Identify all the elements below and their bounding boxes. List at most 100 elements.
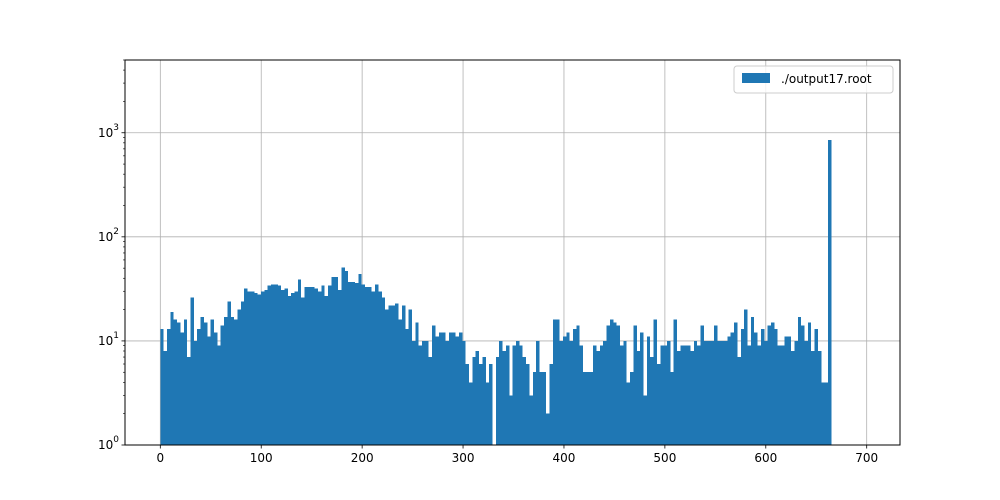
histogram-bar: [274, 284, 278, 445]
histogram-bar: [700, 325, 704, 445]
histogram-bar: [247, 291, 251, 445]
histogram-bar: [509, 395, 513, 445]
histogram-bar: [354, 283, 359, 445]
histogram-bar: [764, 340, 768, 445]
histogram-bar: [546, 413, 550, 445]
histogram-bar: [428, 357, 433, 445]
histogram-bar: [334, 277, 339, 445]
x-tick-label: 0: [156, 451, 164, 465]
histogram-bar: [576, 325, 580, 445]
histogram-bar: [804, 340, 808, 445]
legend-label: ./output17.root: [781, 72, 872, 86]
histogram-bar: [499, 340, 503, 445]
histogram-bar: [475, 351, 480, 445]
histogram-bar: [318, 291, 322, 445]
histogram-bar: [224, 316, 228, 445]
histogram-bar: [740, 329, 745, 445]
histogram-bar: [797, 316, 802, 445]
histogram-bar: [603, 340, 607, 445]
histogram-bar: [479, 364, 483, 445]
histogram-bar: [619, 345, 624, 445]
histogram-bar: [640, 332, 644, 445]
histogram-bar: [375, 284, 379, 445]
histogram-bar: [750, 316, 755, 445]
histogram-bar: [801, 325, 805, 445]
histogram-bar: [616, 325, 620, 445]
histogram-bar: [593, 345, 597, 445]
histogram-bar: [774, 329, 778, 445]
histogram-bar: [666, 340, 671, 445]
histogram-bar: [710, 340, 714, 445]
histogram-bar: [559, 340, 563, 445]
histogram-bar: [405, 329, 409, 445]
histogram-bar: [321, 285, 325, 445]
histogram-bar: [277, 285, 282, 445]
histogram-bar: [609, 319, 614, 445]
histogram-bar: [328, 285, 332, 445]
histogram-bar: [656, 364, 661, 445]
histogram-bar: [636, 351, 641, 445]
histogram-bar: [358, 273, 362, 445]
histogram-bar: [458, 332, 463, 445]
histogram-bar: [677, 351, 681, 445]
histogram-bar: [344, 270, 349, 445]
x-tick-label: 500: [653, 451, 676, 465]
histogram-bar: [294, 291, 298, 445]
histogram-bar: [341, 267, 345, 445]
histogram-bar: [707, 340, 711, 445]
legend: ./output17.root: [733, 65, 894, 94]
histogram-bar: [361, 284, 365, 445]
x-tick-label: 600: [754, 451, 777, 465]
histogram-bar: [472, 357, 476, 445]
histogram-bar: [254, 292, 258, 445]
histogram-bar: [398, 319, 402, 445]
histogram-bar: [650, 357, 654, 445]
histogram-bar: [747, 345, 751, 445]
histogram-bar: [562, 336, 567, 445]
histogram-bar: [297, 279, 302, 445]
histogram-bar: [781, 345, 785, 445]
histogram-bar: [690, 351, 694, 445]
histogram-bar: [432, 325, 436, 445]
histogram-bar: [807, 322, 812, 445]
histogram-bar: [378, 291, 382, 445]
histogram-bar: [613, 322, 617, 445]
histogram-bar: [787, 336, 792, 445]
x-tick-label: 400: [553, 451, 576, 465]
histogram-bar: [579, 345, 584, 445]
histogram-bar: [512, 345, 516, 445]
histogram-bar: [183, 319, 188, 445]
histogram-bar: [388, 305, 392, 445]
histogram-bar: [448, 332, 453, 445]
histogram-bar: [794, 340, 798, 445]
histogram-bar: [633, 325, 637, 445]
x-tick-label: 300: [452, 451, 475, 465]
histogram-bar: [583, 372, 587, 445]
histogram-bar: [187, 357, 191, 445]
histogram-bar: [784, 336, 788, 445]
histogram-bar: [744, 309, 748, 445]
histogram-bar: [814, 329, 818, 445]
y-tick-label: 103: [98, 123, 119, 140]
histogram-bar: [737, 357, 741, 445]
histogram-bar: [713, 325, 718, 445]
histogram-bar: [438, 332, 443, 445]
histogram-bar: [673, 319, 678, 445]
histogram-bar: [643, 395, 647, 445]
histogram-bar: [532, 372, 537, 445]
histogram-bar: [469, 382, 473, 445]
histogram-bar: [727, 336, 731, 445]
histogram-bar: [167, 329, 171, 445]
histogram-bar: [338, 289, 342, 445]
histogram-bar: [197, 329, 201, 445]
histogram-bar: [267, 285, 272, 445]
histogram-bar: [180, 332, 184, 445]
histogram-bar: [770, 322, 775, 445]
histogram-bar: [435, 336, 439, 445]
histogram-bar: [646, 336, 651, 445]
histogram-bar: [626, 382, 631, 445]
histogram-bar: [653, 319, 657, 445]
histogram-bar: [401, 305, 406, 445]
histogram-bar: [260, 291, 265, 445]
